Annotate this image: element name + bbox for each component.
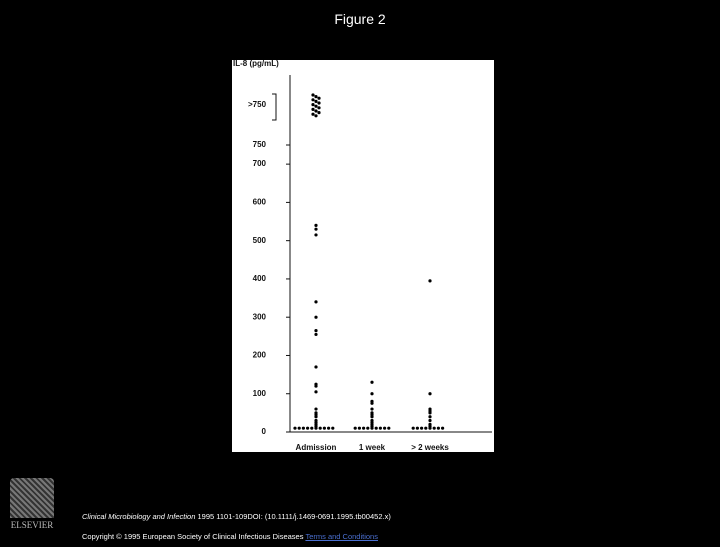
data-point xyxy=(411,426,415,430)
data-point xyxy=(331,426,335,430)
data-point xyxy=(293,426,297,430)
copyright-line: Copyright © 1995 European Society of Cli… xyxy=(82,527,391,547)
data-point xyxy=(314,315,318,319)
data-point xyxy=(370,380,374,384)
data-point xyxy=(314,300,318,304)
data-point xyxy=(314,328,318,333)
y-tick-label: 0 xyxy=(262,427,267,436)
data-point xyxy=(428,411,432,415)
data-point xyxy=(314,227,318,231)
data-point xyxy=(436,426,440,430)
data-point xyxy=(432,426,436,430)
data-point xyxy=(366,426,370,430)
data-point xyxy=(301,426,305,430)
y-tick-label: 700 xyxy=(253,159,267,168)
y-tick-label: 750 xyxy=(253,140,267,149)
data-point xyxy=(357,426,361,430)
above-break-point xyxy=(311,103,315,107)
data-point xyxy=(314,407,318,411)
above-break-point xyxy=(311,98,315,102)
data-point xyxy=(441,426,445,430)
above-break-point xyxy=(311,112,315,116)
logo-text: ELSEVIER xyxy=(10,520,54,530)
above-break-point xyxy=(317,101,321,105)
above-break-point xyxy=(314,114,318,118)
y-tick-label: 200 xyxy=(253,351,267,360)
x-tick-label: > 2 weeks xyxy=(411,443,449,452)
journal: Clinical Microbiology and Infection xyxy=(82,512,196,521)
above-break-point xyxy=(314,99,318,103)
data-point xyxy=(306,426,310,430)
above-break-point xyxy=(311,93,315,97)
break-label: >750 xyxy=(248,100,267,109)
above-break-point xyxy=(317,106,321,110)
data-point xyxy=(297,426,301,430)
above-break-point xyxy=(314,104,318,108)
publisher-logo: ELSEVIER xyxy=(6,478,58,530)
above-break-point xyxy=(314,95,318,99)
data-point xyxy=(428,392,432,396)
citation: 1995 1101-109DOI: (10.1111/j.1469-0691.1… xyxy=(195,512,391,521)
data-point xyxy=(428,415,432,419)
above-break-point xyxy=(317,111,321,115)
data-point xyxy=(370,401,374,405)
citation-line: Clinical Microbiology and Infection 1995… xyxy=(82,507,391,527)
y-tick-label: 400 xyxy=(253,274,267,283)
data-point xyxy=(387,426,391,430)
data-point xyxy=(428,426,432,430)
y-tick-label: 100 xyxy=(253,389,267,398)
y-tick-label: 300 xyxy=(253,312,267,321)
data-point xyxy=(370,426,374,430)
data-point xyxy=(420,426,424,430)
terms-link[interactable]: Terms and Conditions xyxy=(305,532,378,541)
data-point xyxy=(314,415,318,419)
data-point xyxy=(318,426,322,430)
data-point xyxy=(370,392,374,396)
above-break-points xyxy=(311,93,321,118)
data-point xyxy=(314,426,318,430)
data-point xyxy=(374,426,378,430)
data-point xyxy=(310,426,314,430)
data-point xyxy=(424,426,428,430)
data-point xyxy=(415,426,419,430)
data-point xyxy=(378,426,382,430)
logo-icon xyxy=(10,478,54,518)
break-bracket xyxy=(272,93,277,121)
footer: Clinical Microbiology and Infection 1995… xyxy=(82,507,391,547)
data-point xyxy=(314,384,318,388)
figure-background xyxy=(232,60,494,452)
above-break-point xyxy=(317,96,321,100)
data-point xyxy=(370,407,374,411)
y-axis-label: IL-8 (pg/mL) xyxy=(233,59,279,68)
data-point xyxy=(314,390,318,394)
data-point xyxy=(370,415,374,419)
x-tick-label: Admission xyxy=(296,443,337,452)
data-point xyxy=(314,365,318,369)
data-point xyxy=(314,332,318,337)
copyright: Copyright © 1995 European Society of Cli… xyxy=(82,532,306,541)
above-break-point xyxy=(311,107,315,111)
x-tick-label: 1 week xyxy=(359,443,386,452)
above-break-point xyxy=(314,109,318,113)
y-tick-label: 500 xyxy=(253,236,267,245)
data-point xyxy=(314,233,318,237)
data-point xyxy=(314,223,318,227)
data-point xyxy=(383,426,387,430)
data-point xyxy=(322,426,326,430)
figure-title: Figure 2 xyxy=(334,11,386,27)
data-point xyxy=(428,418,432,423)
data-point xyxy=(362,426,366,430)
data-point xyxy=(353,426,357,430)
data-point xyxy=(428,279,432,283)
data-point xyxy=(327,426,331,430)
y-tick-label: 600 xyxy=(253,198,267,207)
